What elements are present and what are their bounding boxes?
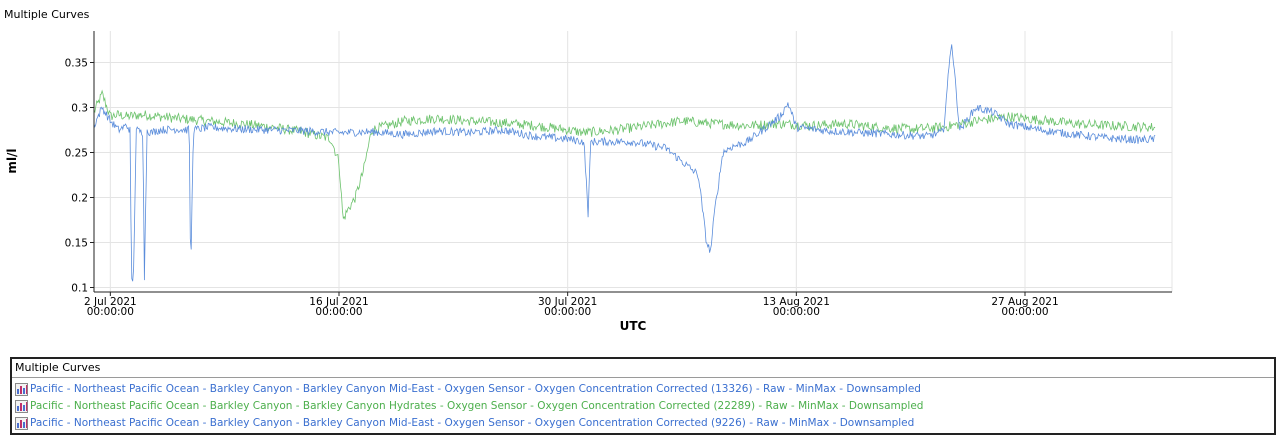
y-tick-label: 0.15 [65,238,88,250]
legend-item-label: Pacific - Northeast Pacific Ocean - Bark… [30,383,921,395]
tick-labels: 0.10.150.20.250.30.352 Jul 202100:00:001… [65,58,1059,319]
x-tick-label-time: 00:00:00 [315,306,362,318]
x-tick-label-date: 2 Jul 2021 [84,296,137,308]
axes [93,31,1172,293]
x-axis-label: UTC [620,319,647,333]
x-tick-label-date: 16 Jul 2021 [309,296,368,308]
legend-item[interactable]: Pacific - Northeast Pacific Ocean - Bark… [12,415,1274,432]
chart-series-icon [15,383,28,396]
x-tick-label-time: 00:00:00 [544,306,591,318]
y-tick-label: 0.1 [71,283,88,295]
x-tick-label-time: 00:00:00 [87,306,134,318]
series-line-0 [93,44,1156,282]
legend-list: Pacific - Northeast Pacific Ocean - Bark… [12,378,1274,432]
y-tick-label: 0.25 [65,148,88,160]
chart-series-icon [15,400,28,413]
series-line-1 [93,89,1156,220]
x-tick-label-date: 27 Aug 2021 [991,296,1058,308]
x-tick-label-date: 30 Jul 2021 [538,296,597,308]
page-title: Multiple Curves [4,8,90,21]
y-tick-label: 0.2 [71,193,88,205]
chart: 0.10.150.20.250.30.352 Jul 202100:00:001… [5,31,1173,333]
chart-series-icon [15,417,28,430]
legend-item[interactable]: Pacific - Northeast Pacific Ocean - Bark… [12,398,1274,415]
legend-item-label: Pacific - Northeast Pacific Ocean - Bark… [30,417,915,429]
series-layer [93,44,1156,282]
x-tick-label-date: 13 Aug 2021 [763,296,830,308]
x-tick-label-time: 00:00:00 [1001,306,1048,318]
legend-title: Multiple Curves [12,359,1274,378]
y-tick-label: 0.35 [65,58,88,70]
legend: Multiple Curves Pacific - Northeast Paci… [10,357,1276,435]
legend-item-label: Pacific - Northeast Pacific Ocean - Bark… [30,400,924,412]
x-tick-label-time: 00:00:00 [773,306,820,318]
y-axis-label: ml/l [5,148,19,173]
grid [94,31,1173,292]
legend-item[interactable]: Pacific - Northeast Pacific Ocean - Bark… [12,381,1274,398]
y-tick-label: 0.3 [71,103,88,115]
